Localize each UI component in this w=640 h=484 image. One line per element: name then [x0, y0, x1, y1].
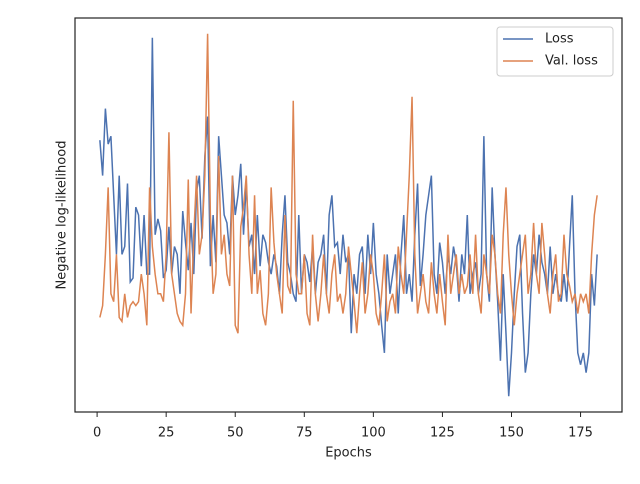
line-series	[99, 33, 598, 334]
plot-frame	[74, 17, 623, 413]
x-tick-label: 125	[430, 426, 455, 441]
y-axis-label: Negative log-likelihood	[55, 141, 70, 290]
x-tick-label: 150	[499, 426, 524, 441]
x-tick-label: 50	[227, 426, 244, 441]
x-tick-label: 75	[296, 426, 313, 441]
legend-label: Loss	[545, 32, 574, 47]
x-axis-label: Epochs	[325, 446, 372, 461]
x-tick-label: 0	[93, 426, 101, 441]
x-tick-label: 25	[158, 426, 175, 441]
x-tick-label: 100	[361, 426, 386, 441]
x-tick-label: 175	[568, 426, 593, 441]
legend-label: Val. loss	[545, 54, 598, 69]
